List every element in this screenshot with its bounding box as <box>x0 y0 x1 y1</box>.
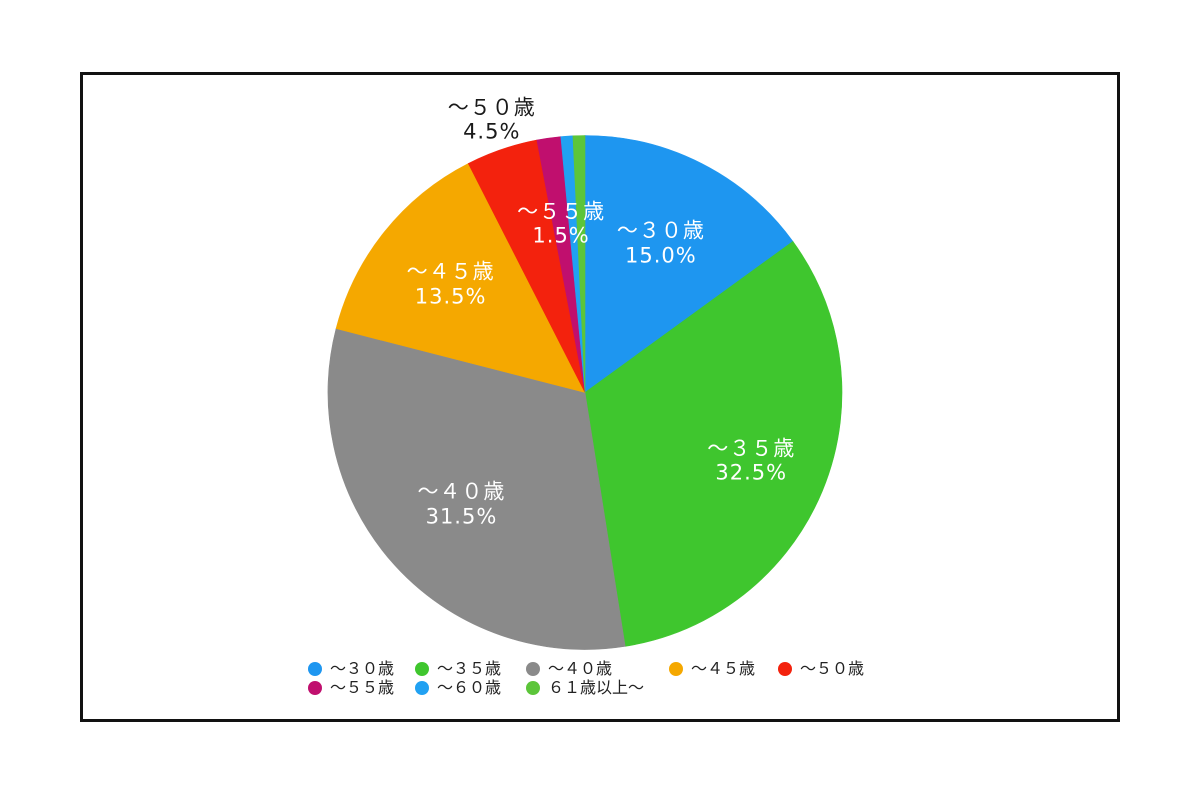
pie-chart <box>327 135 843 650</box>
pie-slice-2 <box>584 241 843 647</box>
legend-label: ６１歳以上～ <box>548 678 645 697</box>
legend-swatch-icon <box>308 661 322 676</box>
pie-slice-8 <box>572 135 586 393</box>
legend-label: ～３０歳 <box>330 659 395 678</box>
chart-frame: ～３０歳 15.0% ～３５歳 32.5% ～４０歳 31.5% ～４５歳 13.5% ～５０歳… <box>80 72 1120 722</box>
legend-label: ～３５歳 <box>437 659 502 678</box>
pie-slice-1 <box>584 135 794 394</box>
pie-slice-4 <box>335 163 586 393</box>
legend-item-4: ～４５歳 <box>669 659 778 678</box>
legend-swatch-icon <box>526 680 540 695</box>
legend-label: ～６０歳 <box>437 678 502 697</box>
legend-swatch-icon <box>669 661 683 676</box>
pie-slice-3 <box>327 328 626 650</box>
legend-item-7: ～６０歳 <box>415 678 526 697</box>
legend-swatch-icon <box>415 661 429 676</box>
legend-item-3: ～４０歳 <box>526 659 669 678</box>
legend-label: ～５０歳 <box>800 659 865 678</box>
legend-item-8: ６１歳以上～ <box>526 678 669 697</box>
legend-label: ～４５歳 <box>691 659 756 678</box>
legend-item-1: ～３０歳 <box>308 659 415 678</box>
legend-swatch-icon <box>308 680 322 695</box>
legend-swatch-icon <box>526 661 540 676</box>
legend-swatch-icon <box>778 661 792 676</box>
legend-item-2: ～３５歳 <box>415 659 526 678</box>
legend-item-5: ～５０歳 <box>778 659 864 678</box>
legend: ～３０歳 ～３５歳 ～４０歳 ～４５歳 ～５０歳 ～５５歳 ～６０歳 ６１歳以上～ <box>308 659 864 697</box>
legend-label: ～４０歳 <box>548 659 613 678</box>
legend-label: ～５５歳 <box>330 678 395 697</box>
legend-item-6: ～５５歳 <box>308 678 415 697</box>
legend-swatch-icon <box>415 680 429 695</box>
